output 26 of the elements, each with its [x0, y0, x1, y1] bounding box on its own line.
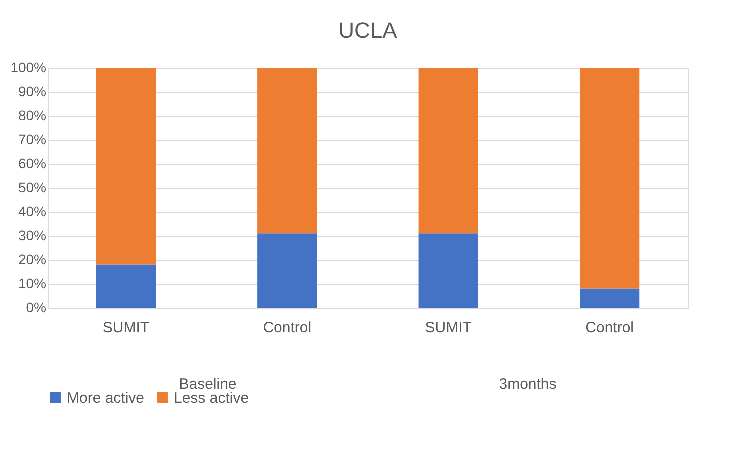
chart-title: UCLA [338, 18, 398, 43]
y-tick-label: 50% [18, 180, 46, 196]
y-tick-label: 90% [18, 84, 46, 100]
x-tick-label: SUMIT [425, 320, 472, 336]
x-tick-label: Control [263, 320, 312, 336]
legend-label: More active [67, 390, 145, 407]
y-tick-label: 100% [10, 60, 46, 76]
y-tick-label: 30% [18, 228, 46, 244]
y-tick-label: 80% [18, 108, 46, 124]
bar [580, 68, 640, 289]
y-tick-label: 60% [18, 156, 46, 172]
y-tick-label: 0% [26, 300, 46, 316]
y-tick-label: 10% [18, 276, 46, 292]
x-tick-label: Control [586, 320, 634, 336]
x-tick-label: SUMIT [102, 320, 150, 336]
y-tick-label: 70% [18, 132, 46, 148]
bar [258, 68, 318, 234]
bar [258, 234, 318, 308]
bar [96, 264, 156, 308]
y-tick-label: 40% [18, 204, 46, 220]
text: 3months [499, 376, 557, 393]
y-tick-label: 20% [18, 252, 46, 268]
bar [96, 68, 156, 265]
bar [418, 68, 478, 234]
bar [418, 234, 478, 308]
bar [580, 288, 640, 308]
